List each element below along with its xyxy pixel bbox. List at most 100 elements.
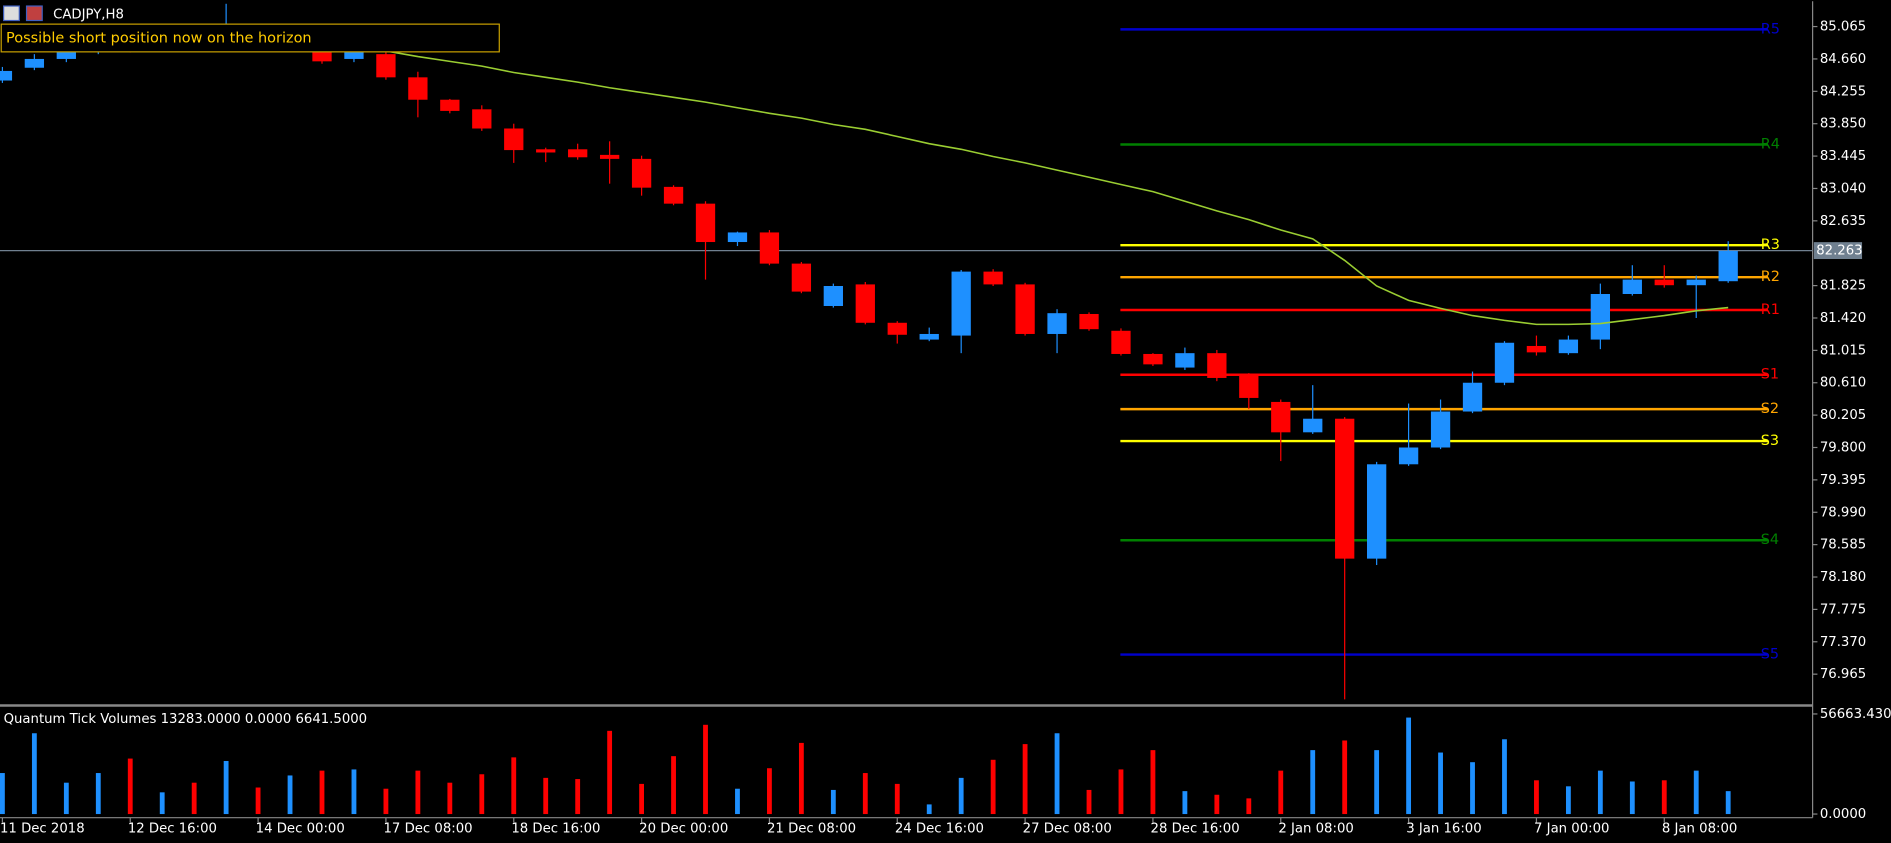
candle-body [599, 154, 620, 159]
volume-bar [1214, 794, 1220, 815]
x-tick-label: 14 Dec 00:00 [256, 822, 345, 837]
candle-body [1335, 418, 1355, 559]
candle-body [695, 203, 716, 243]
candle-body [1079, 313, 1099, 330]
volume-bar [1502, 739, 1507, 815]
candle-body [1558, 339, 1579, 354]
volume-bar [1693, 770, 1699, 815]
candle-body [568, 149, 588, 158]
volume-bar [223, 760, 229, 815]
volume-bar [1022, 744, 1028, 815]
candle-body [983, 271, 1003, 285]
volume-bar [543, 777, 549, 815]
volume-bar [255, 787, 261, 815]
candle-body [791, 263, 812, 292]
candle-body [1654, 279, 1674, 286]
candle-body [919, 333, 939, 340]
volume-bar [415, 770, 421, 815]
volume-bar [1342, 740, 1348, 815]
candle-body [536, 149, 556, 153]
x-tick-label: 12 Dec 16:00 [128, 822, 217, 837]
candle-body [631, 158, 652, 188]
x-tick-label: 17 Dec 08:00 [384, 822, 473, 837]
candle-body [56, 49, 76, 59]
volume-bar [639, 783, 645, 815]
volume-bar [767, 768, 772, 815]
chart-icon [3, 5, 20, 22]
pivot-label: S2 [1761, 401, 1779, 417]
candle-body [1494, 342, 1515, 383]
candle-body [1430, 411, 1451, 448]
y-tick-label: 56663.430 [1820, 707, 1891, 722]
volume-bar [383, 788, 389, 815]
annotation: Possible short position now on the horiz… [6, 31, 312, 47]
candle-body [1590, 293, 1611, 340]
volume-bar [63, 782, 69, 815]
pivot-label: S5 [1761, 647, 1779, 663]
volume-bar [1438, 752, 1443, 815]
candle-body [663, 186, 684, 204]
candle-body [1366, 464, 1387, 559]
x-tick-label: 2 Jan 08:00 [1278, 822, 1353, 837]
candle-body [376, 54, 396, 78]
y-tick-label: 82.635 [1820, 214, 1866, 229]
pivot-label: S4 [1761, 532, 1779, 548]
candle-body [1303, 418, 1323, 433]
x-tick-label: 7 Jan 00:00 [1534, 822, 1609, 837]
volume-bar [1406, 717, 1412, 815]
candle-body [440, 99, 460, 111]
candle-body [1718, 250, 1738, 282]
candle-body [504, 128, 524, 151]
symbol-icon [25, 5, 43, 22]
candle-body [24, 58, 45, 68]
volume-bar [1534, 780, 1539, 815]
x-tick-label: 11 Dec 2018 [0, 822, 85, 837]
volume-bar [1597, 770, 1603, 815]
volume-bar [735, 788, 740, 815]
candle-body [472, 109, 492, 129]
candle-body [855, 284, 875, 323]
volume-bar [1246, 798, 1252, 815]
candle-body [727, 232, 748, 243]
volume-bar [319, 770, 325, 815]
volume-bar [894, 783, 900, 815]
volume-bar [1725, 791, 1731, 815]
volume-bar [798, 742, 804, 815]
y-tick-label: 84.255 [1820, 84, 1866, 99]
y-tick-label: 78.990 [1820, 505, 1866, 520]
volume-bar [958, 777, 964, 815]
volume-bar [703, 724, 708, 815]
x-tick-label: 21 Dec 08:00 [767, 822, 856, 837]
volume-bar [862, 773, 868, 815]
volume-bar [1565, 786, 1571, 815]
volume-bar [1182, 791, 1188, 815]
volume-bar [926, 804, 932, 815]
volume-bar [159, 792, 165, 815]
pivot-label: R5 [1761, 21, 1780, 37]
last-price-tag [1813, 242, 1863, 260]
candle-body [1686, 279, 1706, 286]
candle-body [1271, 401, 1291, 433]
candle-body [1015, 284, 1035, 334]
volume-bar [95, 773, 101, 815]
y-tick-label: 83.850 [1820, 117, 1866, 132]
candle-body [1175, 353, 1195, 368]
x-tick-label: 20 Dec 00:00 [639, 822, 728, 837]
y-tick-label: 81.825 [1820, 279, 1866, 294]
volume-bar [447, 782, 453, 815]
y-tick-label: 81.420 [1820, 311, 1866, 326]
y-tick-label: 83.040 [1820, 181, 1866, 196]
candle-body [1143, 353, 1163, 365]
volume-bar [127, 758, 133, 815]
y-tick-label: 78.585 [1820, 538, 1866, 553]
volume-bar [191, 782, 197, 815]
candle-body [887, 322, 907, 335]
volume-bar [1150, 750, 1156, 815]
y-tick-label: 80.610 [1820, 376, 1866, 391]
volume-bar [830, 789, 836, 815]
volume-bar [575, 779, 581, 815]
volume-bar [990, 759, 996, 815]
volume-bar [1661, 780, 1667, 815]
x-tick-label: 8 Jan 08:00 [1662, 822, 1737, 837]
